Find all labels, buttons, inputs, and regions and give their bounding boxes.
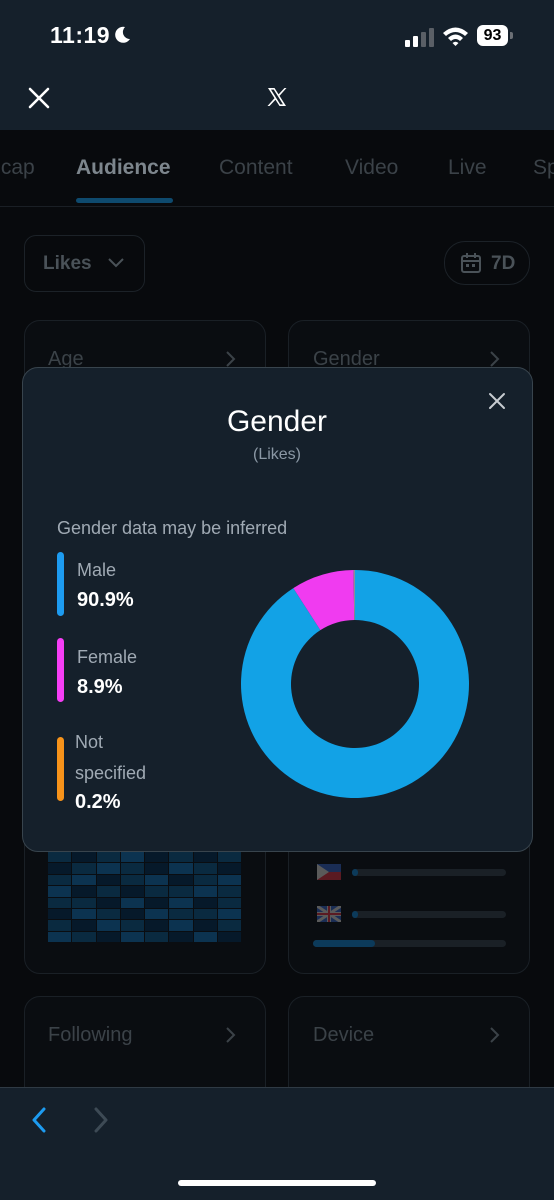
legend-value-male: 90.9% [77,589,134,611]
flag-uk-icon [317,906,341,922]
device-card-title: Device [313,1024,375,1046]
active-tab-indicator [76,198,173,203]
battery-level: 93 [477,25,508,46]
following-card-title: Following [48,1024,133,1046]
modal-title: Gender [226,405,328,438]
chevron-right-icon [490,351,500,367]
close-icon[interactable] [27,86,51,110]
legend-label-female: Female [77,647,138,667]
moon-icon [115,26,130,43]
chevron-down-icon [108,258,124,268]
tab-content[interactable]: Content [219,156,293,179]
chevron-right-icon [226,351,236,367]
donut-slice-not-specified [353,570,355,621]
donut-slice-female [293,570,355,631]
modal-subtitle: (Likes) [252,446,301,463]
battery-indicator: 93 [477,25,513,47]
country-bar-track [352,869,506,876]
forward-arrow-icon[interactable] [93,1107,109,1133]
country-bar-fill [352,869,358,876]
metric-dropdown[interactable]: Likes [24,235,145,292]
tab-bar [0,130,554,207]
cellular-signal-icon [405,28,434,47]
country-bar-fill [352,911,358,918]
legend-value-not-specified: 0.2% [75,791,121,813]
country-bar-fill [313,940,375,947]
legend-swatch-not-specified [57,737,64,801]
country-bar-track [313,940,506,947]
x-logo-icon [267,88,287,106]
back-arrow-icon[interactable] [31,1107,47,1133]
legend-label-male: Male [77,560,117,580]
tab-live[interactable]: Live [448,156,487,179]
close-icon[interactable] [488,392,506,410]
top-header [0,0,554,130]
legend-label-not-specified-line1: Not [75,732,104,752]
wifi-icon [443,27,468,46]
gender-card-title: Gender [313,348,380,370]
chevron-right-icon [490,1027,500,1043]
donut-slice-male [241,570,469,798]
status-time: 11:19 [50,22,111,48]
legend-value-female: 8.9% [77,676,123,698]
home-indicator [178,1180,376,1186]
date-range-label: 7D [491,253,516,274]
gender-donut-chart [241,570,469,798]
legend-label-not-specified-line2: specified [75,763,147,783]
age-card-title: Age [48,348,84,370]
metric-dropdown-label: Likes [43,253,92,274]
inferred-note: Gender data may be inferred [57,518,288,538]
legend-swatch-male [57,552,64,616]
tab-recap[interactable]: Recap [0,156,35,179]
chevron-right-icon [226,1027,236,1043]
activity-heatmap [48,852,241,942]
legend-swatch-female [57,638,64,702]
tab-audience[interactable]: Audience [76,156,171,179]
tab-video[interactable]: Video [345,156,399,179]
date-range-button[interactable]: 7D [444,241,530,285]
country-bar-track [352,911,506,918]
calendar-icon [461,253,481,273]
tab-spaces[interactable]: Sp [533,156,554,179]
battery-tip [510,32,513,39]
flag-philippines-icon [317,864,341,880]
